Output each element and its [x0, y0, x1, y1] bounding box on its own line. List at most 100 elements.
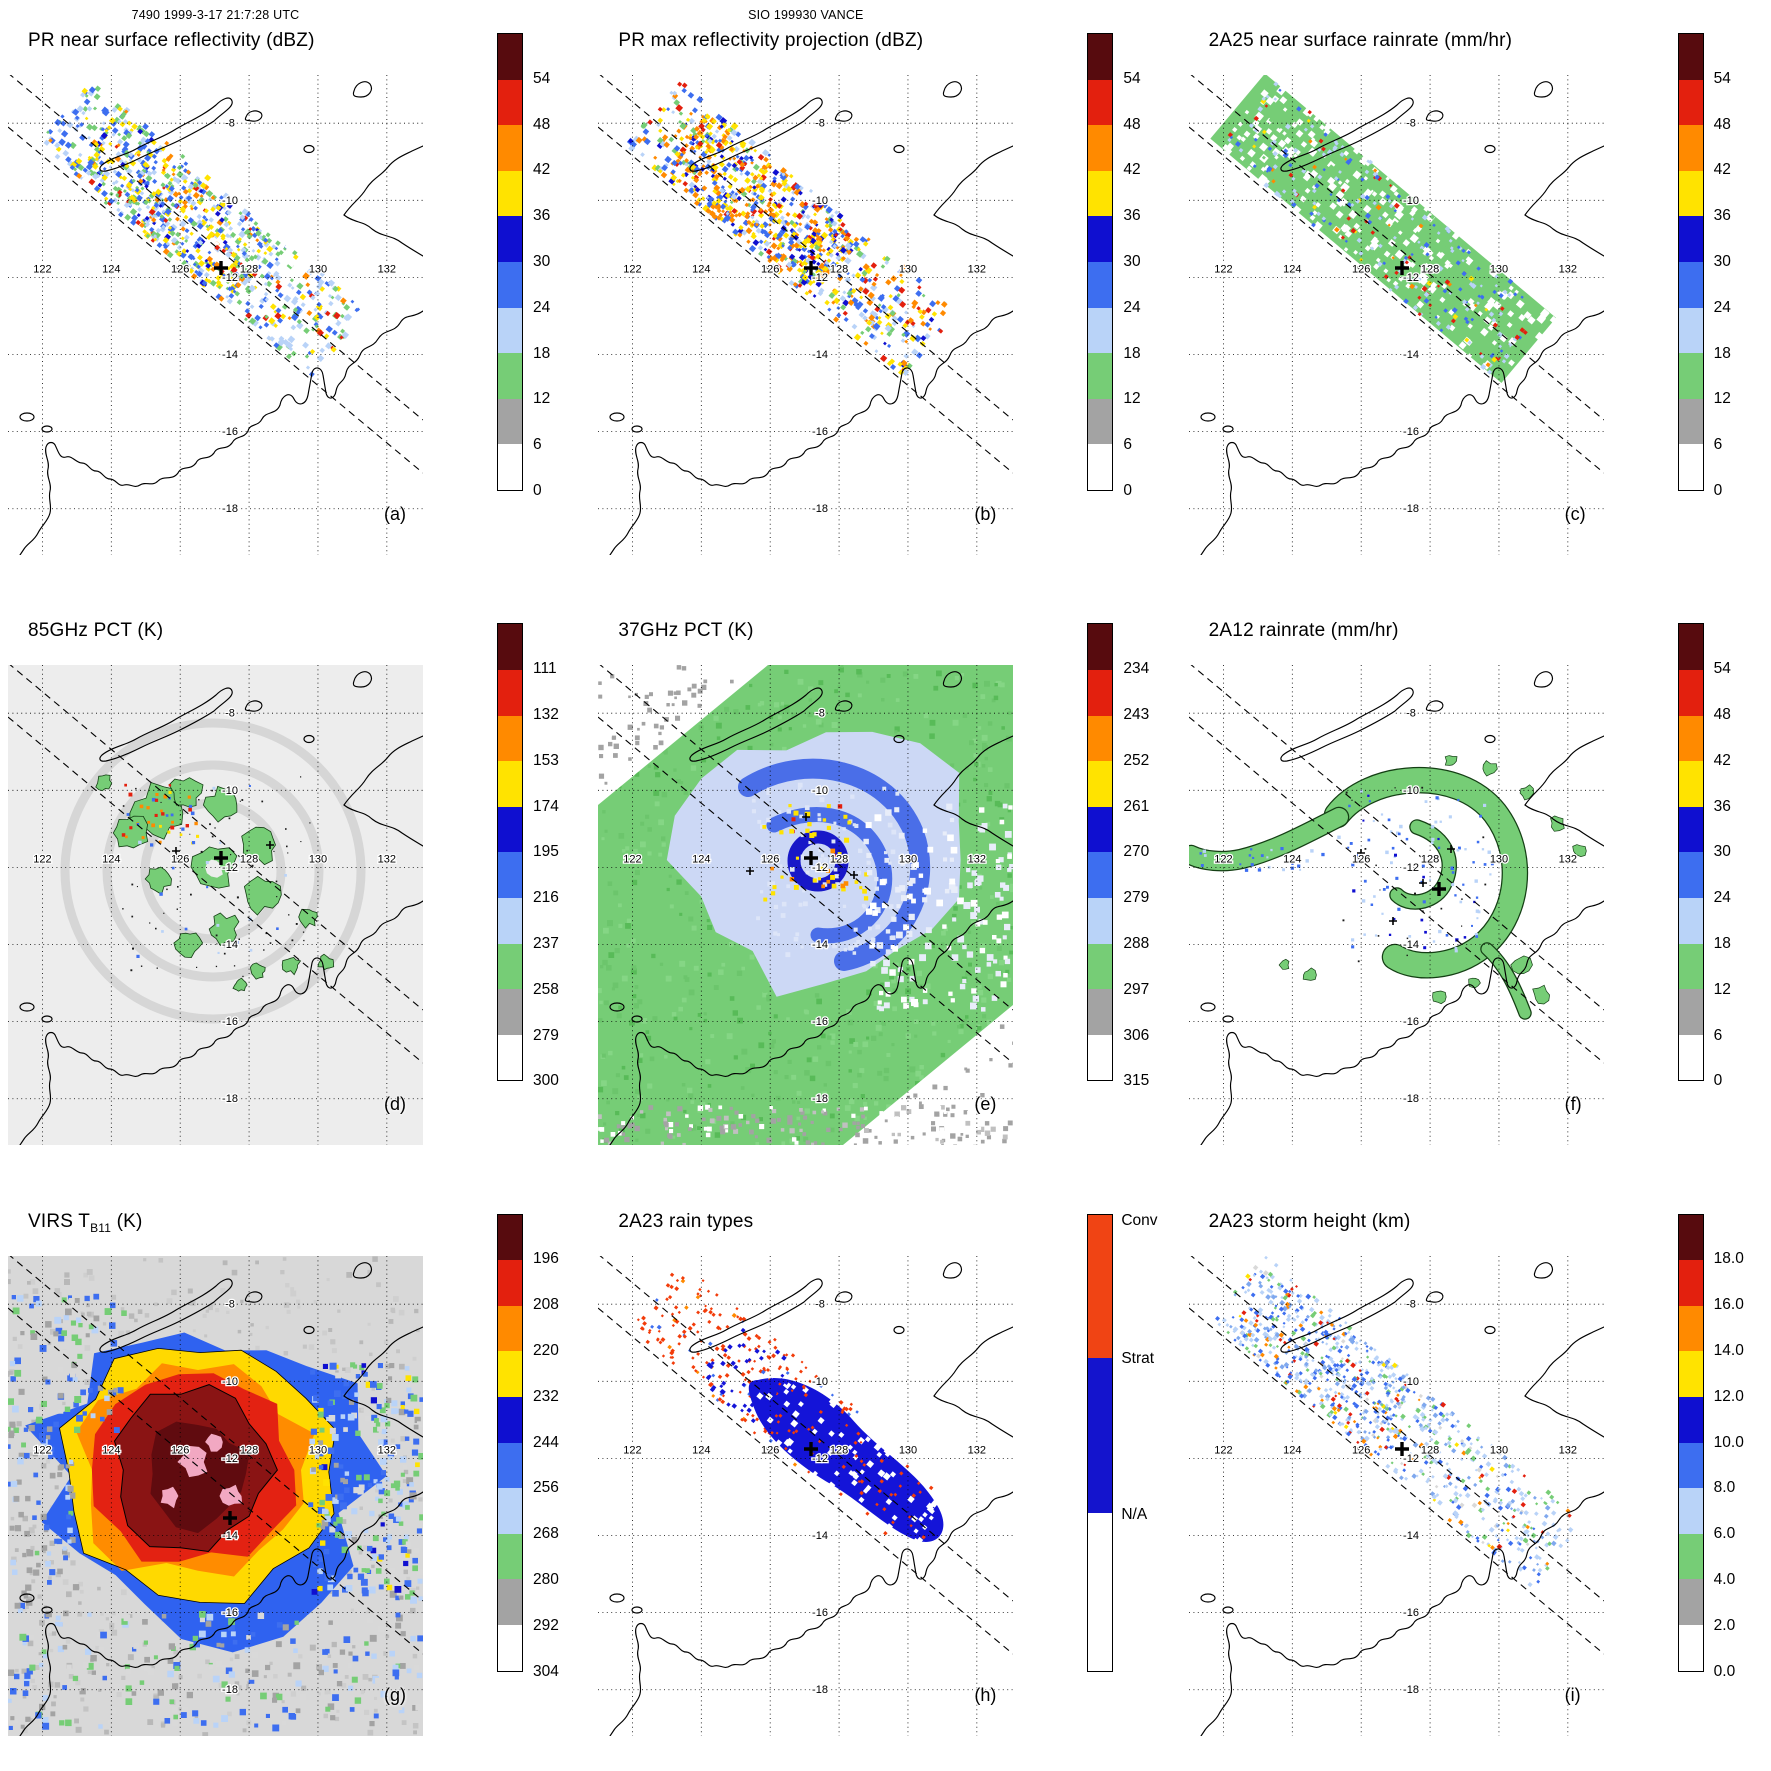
colorbar-segment [1088, 989, 1113, 1035]
colorbar-segment [498, 444, 522, 490]
colorbar-segment [1678, 353, 1703, 399]
colorbar-tick-label: 0 [1123, 482, 1132, 499]
colorbar-tick-label: 36 [533, 207, 551, 225]
grid-labels: 122 124 126 128 130 132-8-10-12-14-16-18 [32, 1297, 397, 1697]
colorbar-segment [498, 353, 522, 399]
colorbar-tick-label: 36 [1123, 207, 1141, 225]
colorbar-segment [498, 669, 522, 716]
colorbar-tick-label: 306 [1123, 1026, 1150, 1044]
colorbar-tick-label: 196 [533, 1250, 559, 1268]
colorbar-segment [1678, 307, 1703, 354]
panel-title-h: 2A23 rain types [618, 1210, 754, 1232]
graticule [598, 665, 1014, 1146]
map-f: 122 124 126 128 130 132 -8 -10 -12 -14 -16 -18 [1188, 665, 1604, 1146]
coastlines [19, 671, 423, 1146]
svg-text:-10: -10 [812, 195, 828, 207]
svg-text:-18: -18 [1403, 503, 1419, 515]
colorbar-tick-label: 208 [533, 1296, 559, 1314]
svg-text:-16: -16 [222, 426, 238, 438]
colorbar-tick-label: 24 [1713, 298, 1731, 316]
svg-text:-14: -14 [222, 349, 238, 361]
colorbar-segment [1088, 897, 1113, 944]
colorbar-segment [1678, 170, 1703, 217]
colorbar-bar [497, 623, 523, 1082]
colorbar-segment [1088, 1034, 1113, 1081]
colorbar-segment [1678, 989, 1703, 1035]
svg-text:-12: -12 [812, 272, 828, 284]
svg-text:-10: -10 [812, 785, 828, 797]
svg-text:-14: -14 [812, 349, 828, 361]
graticule [1188, 1255, 1604, 1736]
svg-text:-18: -18 [812, 503, 828, 515]
svg-text:126: 126 [171, 854, 189, 866]
colorbar-tick-label: 16.0 [1713, 1296, 1744, 1314]
colorbar-segment [1678, 1579, 1703, 1626]
colorbar-tick-label: 12 [533, 390, 551, 408]
svg-text:122: 122 [1214, 263, 1232, 275]
svg-text:128: 128 [830, 854, 848, 866]
colorbar-tick-label: 297 [1123, 980, 1150, 998]
map-svg-i: 122 124 126 128 130 132-8-10-12-14-16-18 [1188, 1255, 1604, 1736]
colorbar-c: 54 48 42 36 30 24 18 12 6 0 [1677, 33, 1731, 499]
svg-text:-12: -12 [1403, 862, 1419, 874]
figure-header-center: SIO 199930 VANCE [748, 8, 864, 22]
colorbar-tick-label: 300 [533, 1072, 559, 1090]
panel-e: 37GHz PCT (K) 122 124 126 128 130 132 -8 -10 -12… [590, 590, 1180, 1180]
svg-text:132: 132 [1558, 854, 1576, 866]
panel-h: 2A23 rain types 122 124 126 128 130 132 -8 -10-… [590, 1181, 1180, 1771]
svg-text:126: 126 [761, 854, 779, 866]
colorbar-bar [1087, 33, 1114, 491]
colorbar-i: 18.0 16.0 14.0 12.0 10.0 8.0 6.0 4.0 2.0 0.0 [1677, 1213, 1744, 1680]
panel-letter-b: (b) [974, 504, 997, 524]
colorbar-segment [1088, 170, 1113, 217]
panel-g: VIRS TB11 (K) 122 124 126 128 130 132 -8 -10 -12… [0, 1181, 590, 1771]
svg-text:-10: -10 [1403, 195, 1419, 207]
svg-text:122: 122 [33, 263, 51, 275]
panel-letter-h: (h) [974, 1684, 997, 1705]
colorbar-tick-label: 30 [1123, 253, 1141, 270]
coastlines [609, 81, 1014, 555]
colorbar-tick-label: 252 [1123, 751, 1150, 769]
colorbar-tick-label: 243 [1123, 705, 1150, 723]
colorbar-tick-label: 0 [1713, 1072, 1723, 1090]
colorbar-g: 196 208 220 232 244 256 268 280 292 304 [497, 1213, 559, 1680]
svg-text:132: 132 [1558, 263, 1576, 275]
svg-text:-18: -18 [1403, 1094, 1419, 1106]
colorbar-bar [1677, 1213, 1704, 1672]
colorbar-segment [1678, 398, 1703, 445]
colorbar-tick-label: 153 [533, 751, 559, 769]
colorbar-segment [498, 1625, 522, 1671]
grid-labels: 122 124 126 128 130 132-8-10-12-14-16-18 [1213, 116, 1578, 516]
panel-letter-g: (g) [384, 1684, 406, 1705]
colorbar-segment [498, 1351, 522, 1398]
colorbar-segment [1678, 1260, 1703, 1306]
svg-text:-8: -8 [815, 118, 825, 130]
colorbar-tick-label: 234 [1123, 660, 1150, 678]
svg-text:-16: -16 [812, 426, 828, 438]
colorbar-segment [1088, 806, 1113, 853]
colorbar-segment [1678, 669, 1703, 716]
colorbar-tick-label: 12 [1713, 980, 1731, 998]
map-svg-g: 122 124 126 128 130 132-8-10-12-14-16-18 [8, 1255, 423, 1736]
svg-text:-8: -8 [225, 708, 235, 720]
svg-text:-16: -16 [1403, 1016, 1419, 1028]
panel-d: 85GHz PCT (K) 122 124 126 128 130 132 -8 -10 -12… [0, 590, 590, 1180]
colorbar-tick-label: 42 [533, 161, 551, 179]
svg-text:-16: -16 [222, 1016, 238, 1028]
colorbar-segment [1678, 852, 1703, 898]
panel-i: 2A23 storm height (km) 122 124 126 128 130 13… [1181, 1181, 1771, 1771]
map-g: 122 124 126 128 130 132 -8 -10 -12 -14 -16 -18 [8, 1255, 423, 1736]
map-svg-c: 122 124 126 128 130 132 -8 -10 -12 -14 -16 -18 [1188, 75, 1604, 555]
colorbar-tick-label: 132 [533, 705, 559, 723]
map-svg-d: 122 124 126 128 130 132 -8 -10 -12 -14 -16 -18 [8, 665, 423, 1146]
svg-text:124: 124 [692, 854, 710, 866]
colorbar-segment [1678, 806, 1703, 853]
map-h: 122 124 126 128 130 132 -8 -10 -12 -14 -16 -18 [598, 1255, 1014, 1736]
colorbar-segment [1678, 1351, 1703, 1398]
colorbar-segment [1088, 262, 1113, 308]
colorbar-tick-label: 18 [533, 344, 551, 362]
panel-title-b: PR max reflectivity projection (dBZ) [618, 30, 924, 51]
colorbar-tick-label: 0.0 [1713, 1662, 1736, 1680]
map-i: 122 124 126 128 130 132 -8 -10 -12 -14 -16 -18 [1188, 1255, 1604, 1736]
